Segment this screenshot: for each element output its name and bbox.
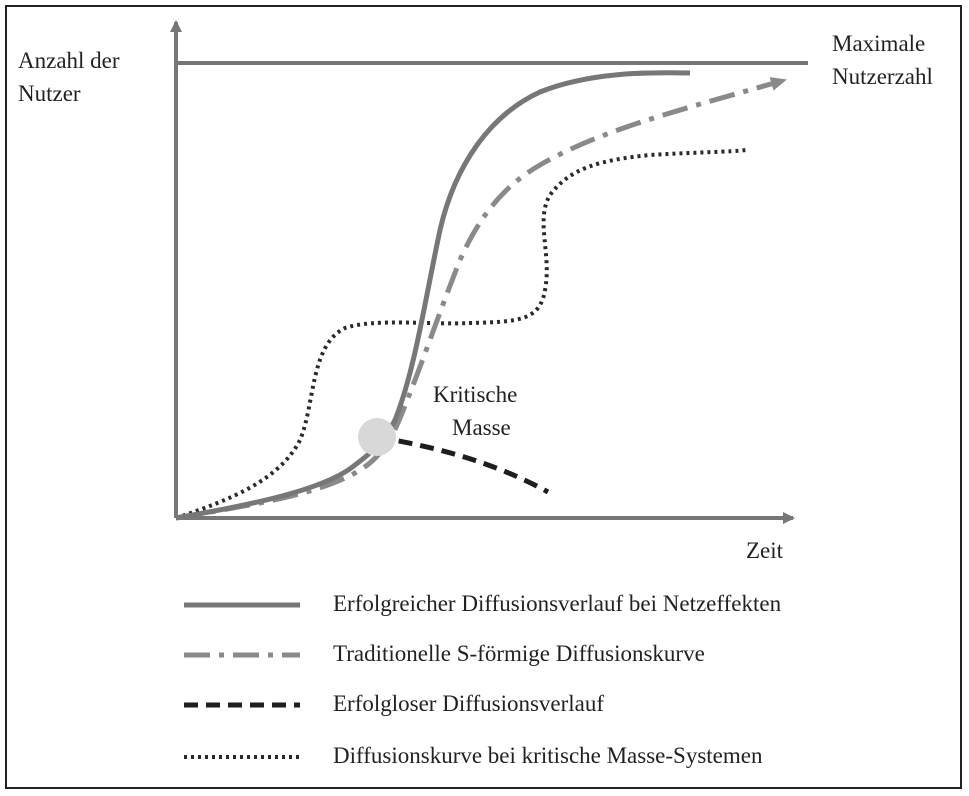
y-axis-label-line2: Nutzer xyxy=(18,81,81,106)
critical-mass-label-line1: Kritische xyxy=(433,382,517,407)
successful-diffusion-curve xyxy=(175,70,691,521)
outer-frame xyxy=(5,5,962,789)
critical-mass-curve xyxy=(175,148,747,520)
y-axis-label-line1: Anzahl der xyxy=(18,48,120,73)
max-users-label-line2: Nutzerzahl xyxy=(832,64,933,89)
legend-label-failure: Erfolgloser Diffusionsverlauf xyxy=(333,691,604,716)
legend-label-traditional: Traditionelle S-förmige Diffusionskurve xyxy=(333,641,705,666)
critical-mass-point xyxy=(358,418,396,456)
legend: Erfolgreicher Diffusionsverlauf bei Netz… xyxy=(184,591,782,768)
critical-mass-label-line2: Masse xyxy=(452,415,511,440)
legend-label-critical: Diffusionskurve bei kritische Masse-Syst… xyxy=(333,743,763,768)
failed-diffusion-curve xyxy=(376,434,550,495)
max-users-label-line1: Maximale xyxy=(832,31,925,56)
x-axis-label: Zeit xyxy=(746,538,784,563)
legend-label-success: Erfolgreicher Diffusionsverlauf bei Netz… xyxy=(333,591,782,616)
traditional-s-curve xyxy=(175,77,787,521)
